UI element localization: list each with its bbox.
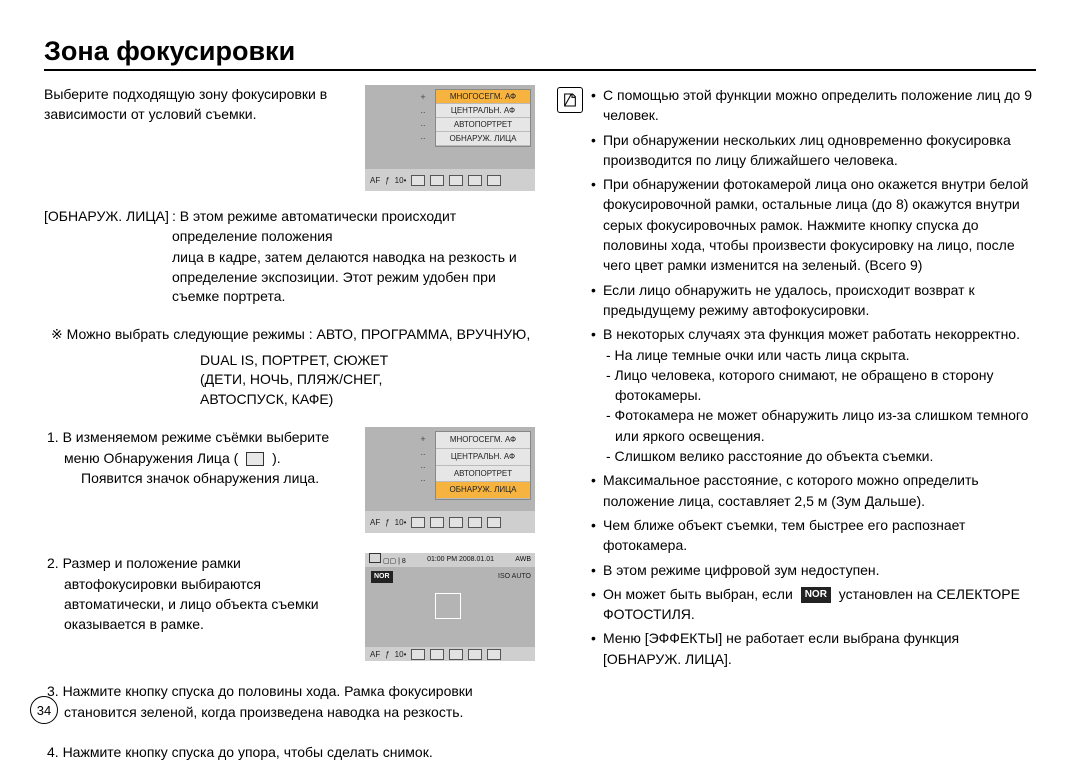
note-item: Чем ближе объект съемки, тем быстрее его… — [591, 515, 1036, 556]
page-title: Зона фокусировки — [44, 36, 1036, 71]
step-text: 3. Нажмите кнопку спуска до половины ход… — [44, 681, 535, 722]
bb-icon — [449, 649, 463, 660]
mode-description: [ОБНАРУЖ. ЛИЦА] : В этом режиме автомати… — [44, 207, 535, 246]
lcd-nor-badge: NOR — [371, 571, 393, 583]
bb-icon — [449, 175, 463, 186]
page-number: 34 — [30, 696, 58, 724]
note-item: В этом режиме цифровой зум недоступен. — [591, 560, 1036, 580]
available-modes-line: (ДЕТИ, НОЧЬ, ПЛЯЖ/СНЕГ, — [44, 370, 535, 390]
camera-lcd-screenshot: ▢▢ | 8 01:00 PM 2008.01.01 AWB NOR ISO A… — [365, 553, 535, 661]
note-block: С помощью этой функции можно определить … — [557, 85, 1036, 673]
bb-text: AF — [370, 649, 380, 661]
note-item: Он может быть выбран, если NOR установле… — [591, 584, 1036, 625]
note-item: При обнаружении нескольких лиц одновреме… — [591, 130, 1036, 171]
nor-badge-icon: NOR — [801, 587, 831, 604]
note-sub-item: Лицо человека, которого снимают, не обра… — [603, 365, 1036, 406]
note-item: Если лицо обнаружить не удалось, происхо… — [591, 280, 1036, 321]
bb-icon — [411, 517, 425, 528]
bb-text: 10• — [395, 649, 407, 661]
menu-item: ОБНАРУЖ. ЛИЦА — [436, 482, 530, 499]
note-item: Максимальное расстояние, с которого можн… — [591, 470, 1036, 511]
bb-icon — [468, 517, 482, 528]
screenshot-bottom-bar: AF ƒ 10• — [365, 511, 535, 533]
bb-icon — [411, 649, 425, 660]
bb-text: 10• — [395, 517, 407, 529]
note-sub-item: Слишком велико расстояние до объекта съе… — [603, 446, 1036, 466]
lcd-top-right: AWB — [515, 555, 531, 565]
note-item: При обнаружении фотокамерой лица оно ока… — [591, 174, 1036, 275]
screenshot-bottom-bar: AF ƒ 10• — [365, 169, 535, 191]
mode-body: : В этом режиме автоматически происходит… — [172, 207, 535, 246]
step-text: 1. В изменяемом режиме съёмки выберите м… — [44, 427, 353, 533]
bb-icon — [430, 649, 444, 660]
bb-icon — [487, 649, 501, 660]
camera-menu-screenshot-1: +...... МНОГОСЕГМ. АФ ЦЕНТРАЛЬН. АФ АВТО… — [365, 85, 535, 191]
note-item: Меню [ЭФФЕКТЫ] не работает если выбрана … — [591, 628, 1036, 669]
menu-item: МНОГОСЕГМ. АФ — [436, 432, 530, 449]
face-detect-icon — [246, 452, 264, 466]
bb-icon — [411, 175, 425, 186]
af-menu-list: МНОГОСЕГМ. АФ ЦЕНТРАЛЬН. АФ АВТОПОРТРЕТ … — [435, 89, 531, 147]
bb-icon — [430, 175, 444, 186]
note-item: В некоторых случаях эта функция может ра… — [591, 324, 1036, 466]
available-modes-line: DUAL IS, ПОРТРЕТ, СЮЖЕТ — [44, 351, 535, 371]
note-icon — [557, 87, 583, 113]
lcd-focus-box — [435, 593, 461, 619]
left-column: Выберите подходящую зону фокусировки в з… — [44, 85, 535, 782]
mode-body-cont: лица в кадре, затем делаются наводка на … — [44, 248, 535, 307]
steps-list: 1. В изменяемом режиме съёмки выберите м… — [44, 427, 535, 762]
bb-text: ƒ — [385, 517, 389, 529]
step-1-text-c: Появится значок обнаружения лица. — [64, 468, 353, 488]
lcd-top-center: 01:00 PM 2008.01.01 — [427, 555, 494, 565]
menu-item: ЦЕНТРАЛЬН. АФ — [436, 449, 530, 466]
bb-icon — [449, 517, 463, 528]
step-1: 1. В изменяемом режиме съёмки выберите м… — [44, 427, 535, 533]
bb-text: AF — [370, 176, 380, 185]
lcd-top-bar: ▢▢ | 8 01:00 PM 2008.01.01 AWB — [365, 553, 535, 567]
bb-text: ƒ — [385, 176, 389, 185]
available-modes-line: АВТОСПУСК, КАФЕ) — [44, 390, 535, 410]
lcd-right-icons: ISO AUTO — [498, 571, 531, 583]
two-column-layout: Выберите подходящую зону фокусировки в з… — [44, 85, 1036, 782]
intro-row: Выберите подходящую зону фокусировки в з… — [44, 85, 535, 191]
bb-icon — [468, 175, 482, 186]
menu-item: МНОГОСЕГМ. АФ — [436, 90, 530, 104]
step-text: 4. Нажмите кнопку спуска до упора, чтобы… — [44, 742, 535, 762]
note-text: Он может быть выбран, если — [603, 586, 797, 602]
intro-text: Выберите подходящую зону фокусировки в з… — [44, 85, 355, 191]
bb-text: 10• — [395, 176, 407, 185]
step-1-text-b: ). — [272, 450, 281, 466]
bb-text: ƒ — [385, 649, 389, 661]
menu-item: ОБНАРУЖ. ЛИЦА — [436, 132, 530, 146]
menu-item: ЦЕНТРАЛЬН. АФ — [436, 104, 530, 118]
menu-markers: +...... — [417, 91, 429, 143]
menu-markers: +...... — [417, 433, 429, 485]
camera-menu-screenshot-2: +...... МНОГОСЕГМ. АФ ЦЕНТРАЛЬН. АФ АВТО… — [365, 427, 535, 533]
step-3: 3. Нажмите кнопку спуска до половины ход… — [44, 681, 535, 722]
mode-label: [ОБНАРУЖ. ЛИЦА] — [44, 207, 172, 246]
step-1-text-a: 1. В изменяемом режиме съёмки выберите м… — [47, 429, 329, 465]
note-sub-item: На лице темные очки или часть лица скрыт… — [603, 345, 1036, 365]
lcd-bottom-bar: AF ƒ 10• — [365, 647, 535, 661]
step-4: 4. Нажмите кнопку спуска до упора, чтобы… — [44, 742, 535, 762]
note-item: С помощью этой функции можно определить … — [591, 85, 1036, 126]
lcd-top-left: ▢▢ | 8 — [369, 553, 406, 567]
bb-icon — [487, 517, 501, 528]
menu-item: АВТОПОРТРЕТ — [436, 118, 530, 132]
bb-icon — [487, 175, 501, 186]
available-modes: ※ Можно выбрать следующие режимы : АВТО,… — [44, 325, 535, 345]
step-2: 2. Размер и положение рамки автофокусиро… — [44, 553, 535, 661]
step-text: 2. Размер и положение рамки автофокусиро… — [44, 553, 353, 661]
bb-icon — [468, 649, 482, 660]
menu-item: АВТОПОРТРЕТ — [436, 466, 530, 483]
notes-list: С помощью этой функции можно определить … — [591, 85, 1036, 673]
bb-icon — [430, 517, 444, 528]
note-sub-item: Фотокамера не может обнаружить лицо из-з… — [603, 405, 1036, 446]
bb-text: AF — [370, 517, 380, 529]
af-menu-list: МНОГОСЕГМ. АФ ЦЕНТРАЛЬН. АФ АВТОПОРТРЕТ … — [435, 431, 531, 499]
right-column: С помощью этой функции можно определить … — [557, 85, 1036, 782]
